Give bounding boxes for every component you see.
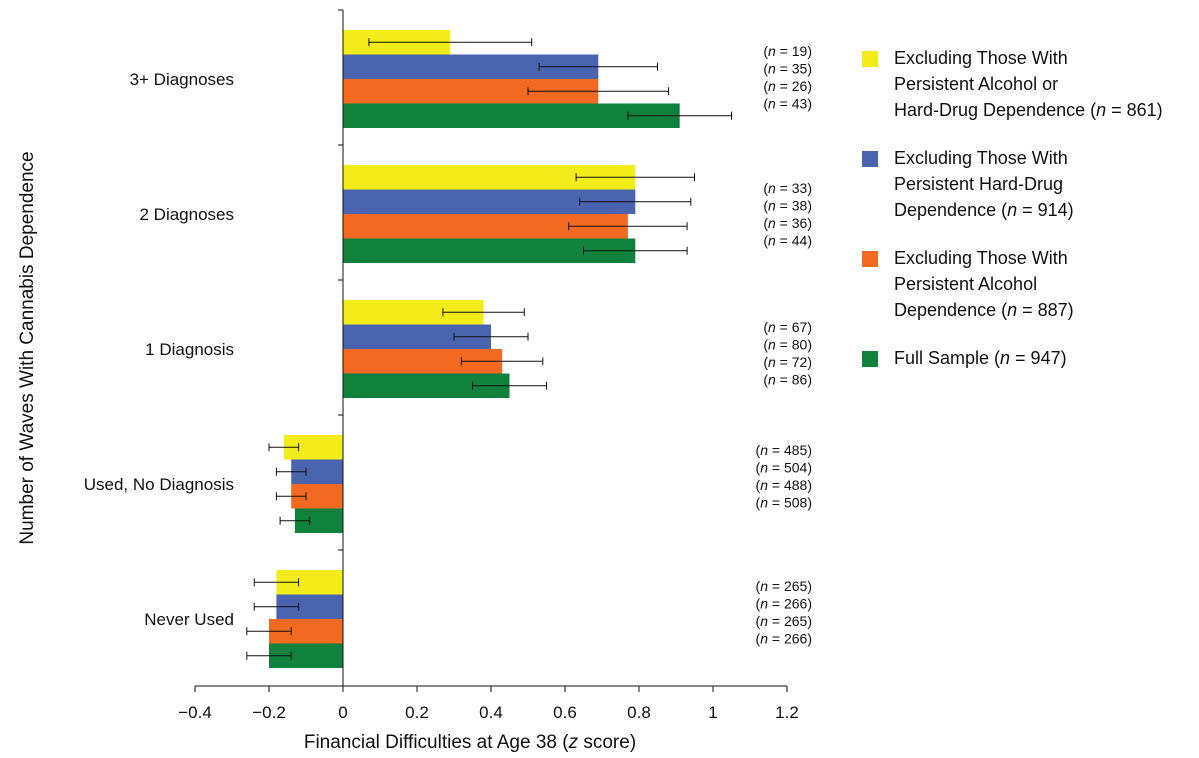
n-label: (n = 43) xyxy=(763,96,812,112)
legend-line: Excluding Those With xyxy=(894,48,1068,68)
bar xyxy=(343,103,680,128)
n-label: (n = 44) xyxy=(763,233,812,249)
category-label: 2 Diagnoses xyxy=(139,205,234,224)
category-label: 1 Diagnosis xyxy=(145,340,234,359)
y-axis-title: Number of Waves With Cannabis Dependence xyxy=(17,151,38,544)
legend-line: Hard-Drug Dependence (n = 861) xyxy=(894,100,1163,120)
x-tick-label: −0.2 xyxy=(252,703,286,722)
x-tick-label: 0.8 xyxy=(627,703,651,722)
bars-layer xyxy=(269,30,680,668)
n-label: (n = 265) xyxy=(756,578,812,594)
n-label: (n = 19) xyxy=(763,43,812,59)
n-label: (n = 33) xyxy=(763,180,812,196)
n-label: (n = 266) xyxy=(756,596,812,612)
x-ticks: −0.4 −0.2 0 0.2 0.4 0.6 0.8 1 1.2 xyxy=(178,686,799,722)
x-tick-label: 0.6 xyxy=(553,703,577,722)
n-label: (n = 72) xyxy=(763,354,812,370)
category-label: 3+ Diagnoses xyxy=(130,70,234,89)
n-labels: (n = 19) (n = 35)(n = 26) (n = 43) (n = 33)… xyxy=(756,43,812,647)
legend-line: Persistent Alcohol or xyxy=(894,74,1059,94)
n-label: (n = 504) xyxy=(756,460,812,476)
n-label: (n = 485) xyxy=(756,442,812,458)
n-label: (n = 86) xyxy=(763,372,812,388)
n-label: (n = 35) xyxy=(763,61,812,77)
legend-item: Excluding Those With Persistent Alcohol o… xyxy=(862,45,1192,123)
category-labels: 3+ Diagnoses 2 Diagnoses 1 Diagnosis Used, … xyxy=(84,70,234,629)
n-label: (n = 265) xyxy=(756,613,812,629)
x-tick-label: 0 xyxy=(338,703,347,722)
n-label: (n = 67) xyxy=(763,319,812,335)
legend-swatch xyxy=(862,251,878,267)
legend-line: Persistent Hard-Drug xyxy=(894,174,1064,194)
category-label: Used, No Diagnosis xyxy=(84,475,234,494)
category-label: Never Used xyxy=(144,610,234,629)
legend-line: Excluding Those With xyxy=(894,248,1068,268)
n-label: (n = 36) xyxy=(763,215,812,231)
x-tick-label: 0.2 xyxy=(405,703,429,722)
n-label: (n = 80) xyxy=(763,337,812,353)
legend: Excluding Those With Persistent Alcohol o… xyxy=(862,45,1192,393)
x-tick-label: 1 xyxy=(708,703,717,722)
legend-swatch xyxy=(862,51,878,67)
n-label: (n = 38) xyxy=(763,198,812,214)
legend-line: Excluding Those With xyxy=(894,148,1068,168)
legend-swatch xyxy=(862,151,878,167)
n-label: (n = 26) xyxy=(763,78,812,94)
legend-swatch xyxy=(862,351,878,367)
legend-line: Full Sample (n = 947) xyxy=(894,348,1067,368)
x-axis-title: Financial Difficulties at Age 38 (z scor… xyxy=(304,732,636,753)
x-tick-label: −0.4 xyxy=(178,703,212,722)
n-label: (n = 508) xyxy=(756,495,812,511)
n-label: (n = 266) xyxy=(756,631,812,647)
legend-item: Full Sample (n = 947) xyxy=(862,345,1192,371)
error-bars-layer xyxy=(246,38,732,660)
legend-line: Dependence (n = 887) xyxy=(894,300,1074,320)
legend-line: Dependence (n = 914) xyxy=(894,200,1074,220)
x-tick-label: 0.4 xyxy=(479,703,503,722)
legend-item: Excluding Those With Persistent Hard-Drug… xyxy=(862,145,1192,223)
n-label: (n = 488) xyxy=(756,477,812,493)
legend-line: Persistent Alcohol xyxy=(894,274,1038,294)
legend-item: Excluding Those With Persistent Alcohol De… xyxy=(862,245,1192,323)
x-tick-label: 1.2 xyxy=(775,703,799,722)
